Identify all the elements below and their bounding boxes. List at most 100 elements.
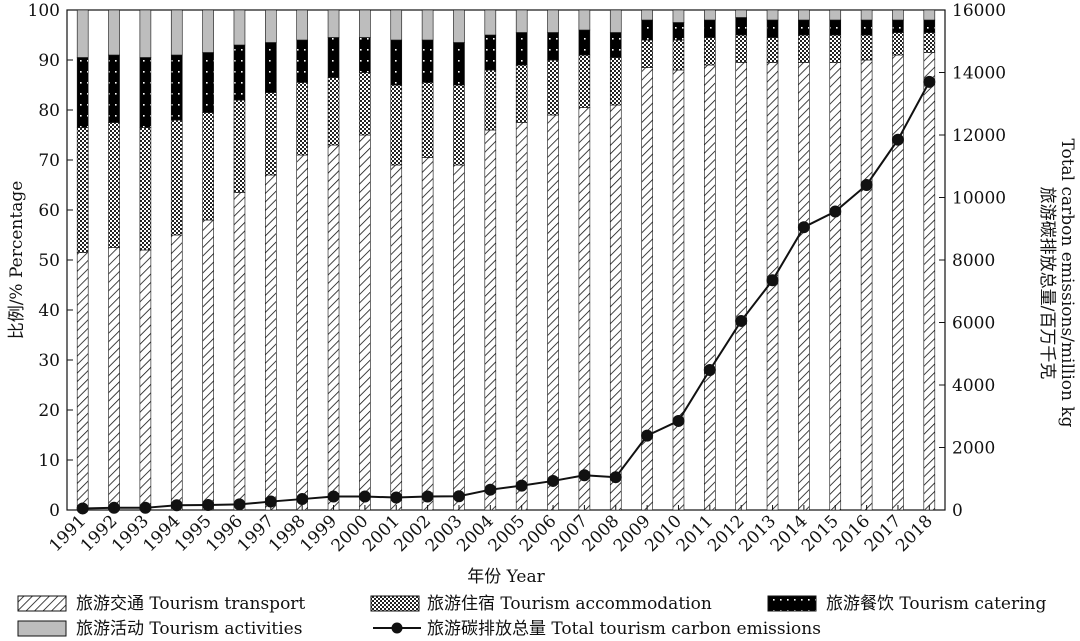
- emission-point-2011: [703, 364, 716, 376]
- bar-activities-2009: [641, 9, 653, 21]
- bar-activities-2014: [798, 9, 810, 21]
- legend: 旅游交通 Tourism transport 旅游住宿 Tourism acco…: [17, 594, 1046, 639]
- bar-transport-2002: [421, 157, 434, 511]
- bar-activities-2007: [578, 9, 591, 31]
- bar-accommodation-2008: [609, 57, 622, 106]
- left-tick-label: 0: [49, 501, 60, 521]
- bar-activities-2006: [547, 9, 559, 33]
- left-tick-label: 20: [38, 401, 60, 421]
- right-tick-label: 2000: [952, 439, 995, 459]
- bar-accommodation-1996: [233, 99, 246, 193]
- bar-activities-2018: [923, 9, 936, 21]
- bar-transport-1996: [233, 192, 246, 511]
- bar-transport-2008: [609, 104, 622, 511]
- bar-catering-2016: [860, 19, 873, 36]
- right-axis-title-en: Total carbon emissions/million kg: [1057, 138, 1077, 427]
- right-axis-title-cn: 旅游碳排放总量/百万千克: [1037, 187, 1057, 380]
- left-tick-label: 80: [38, 101, 60, 121]
- bar-catering-2017: [892, 19, 904, 33]
- bar-transport-2017: [892, 54, 904, 511]
- bar-accommodation-1995: [202, 112, 214, 221]
- emission-point-2015: [829, 205, 842, 218]
- bar-accommodation-2001: [390, 84, 403, 166]
- bar-accommodation-2002: [421, 82, 434, 158]
- legend-item-transport: 旅游交通 Tourism transport: [17, 594, 305, 614]
- legend-label-activities: 旅游活动 Tourism activities: [76, 619, 302, 639]
- bar-activities-1991: [76, 9, 89, 58]
- bar-catering-2007: [578, 29, 591, 56]
- right-tick-label: 4000: [952, 376, 995, 396]
- emission-point-2001: [390, 491, 403, 504]
- bar-activities-2003: [453, 9, 465, 43]
- emission-point-1997: [264, 495, 277, 508]
- bar-transport-2003: [453, 164, 465, 511]
- bar-activities-2008: [609, 9, 622, 33]
- right-tick-label: 16000: [952, 1, 1006, 21]
- bar-accommodation-1998: [296, 82, 308, 156]
- emission-point-2014: [797, 221, 810, 234]
- bar-catering-2014: [798, 19, 810, 36]
- bar-activities-2005: [515, 9, 528, 33]
- bar-transport-2001: [390, 164, 403, 511]
- bar-transport-1998: [296, 154, 308, 511]
- right-tick-label: 12000: [952, 126, 1006, 146]
- bar-catering-1998: [296, 39, 308, 83]
- bar-accommodation-1999: [327, 77, 340, 146]
- right-tick-label: 6000: [952, 314, 995, 334]
- bar-catering-1992: [108, 54, 120, 123]
- bar-activities-1995: [202, 9, 214, 53]
- bar-activities-1996: [233, 9, 246, 46]
- bar-catering-1991: [76, 57, 89, 128]
- legend-item-accommodation: 旅游住宿 Tourism accommodation: [370, 594, 712, 614]
- bar-accommodation-2006: [547, 59, 559, 116]
- emission-point-2010: [672, 414, 685, 427]
- bar-catering-1997: [265, 42, 277, 93]
- bar-transport-1995: [202, 219, 214, 511]
- emission-point-2008: [609, 471, 622, 484]
- bar-catering-1999: [327, 37, 340, 78]
- bar-accommodation-2005: [515, 64, 528, 123]
- bar-catering-2013: [766, 19, 779, 38]
- legend-swatch-transport: [17, 595, 67, 612]
- right-axis: 0 2000 4000 6000 8000 10000 12000 14000 16000: [939, 1, 1006, 521]
- emission-point-2003: [452, 490, 465, 503]
- bar-accommodation-2000: [359, 72, 371, 136]
- bar-activities-2013: [766, 9, 779, 21]
- right-tick-label: 14000: [952, 64, 1006, 84]
- bar-catering-2002: [421, 39, 434, 83]
- emission-point-1999: [327, 490, 340, 503]
- bar-transport-2016: [860, 59, 873, 511]
- bar-transport-2012: [735, 62, 747, 511]
- left-tick-label: 40: [38, 301, 60, 321]
- bar-catering-2018: [923, 19, 936, 33]
- legend-label-emissions: 旅游碳排放总量 Total tourism carbon emissions: [427, 619, 821, 639]
- bar-transport-2000: [359, 134, 371, 511]
- bar-accommodation-2012: [735, 34, 747, 63]
- x-axis: 1991199219931994199519961997199819992000…: [45, 505, 937, 556]
- bar-catering-2012: [735, 17, 747, 36]
- bar-transport-2006: [547, 114, 559, 511]
- bar-transport-1992: [108, 247, 120, 511]
- plot-frame: [66, 9, 946, 511]
- bar-transport-2009: [641, 67, 653, 511]
- bar-catering-1995: [202, 52, 214, 113]
- left-tick-label: 50: [38, 251, 60, 271]
- right-tick-label: 10000: [952, 189, 1006, 209]
- bar-accommodation-2018: [923, 32, 936, 53]
- bar-accommodation-2003: [453, 84, 465, 166]
- right-tick-label: 0: [952, 501, 963, 521]
- left-tick-label: 100: [28, 1, 60, 21]
- bar-transport-1997: [265, 174, 277, 511]
- bar-catering-2010: [672, 22, 685, 41]
- bar-transport-2005: [515, 122, 528, 511]
- left-tick-label: 30: [38, 351, 60, 371]
- bar-activities-1993: [139, 9, 152, 58]
- emission-point-2006: [547, 474, 560, 487]
- bar-activities-1998: [296, 9, 308, 41]
- bar-activities-2011: [704, 9, 716, 21]
- bar-activities-2001: [390, 9, 403, 41]
- left-tick-label: 60: [38, 201, 60, 221]
- bar-catering-1996: [233, 44, 246, 101]
- legend-swatch-catering: [767, 595, 817, 612]
